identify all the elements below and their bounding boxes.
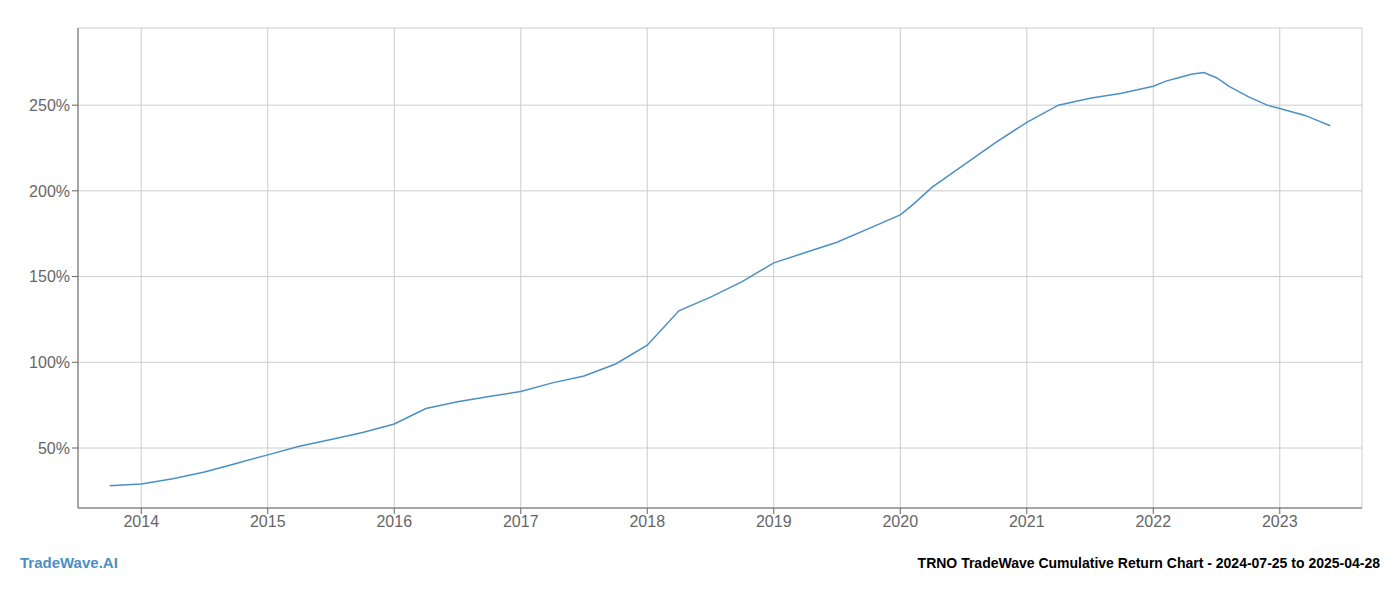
svg-text:2014: 2014 (123, 513, 159, 530)
svg-text:2022: 2022 (1135, 513, 1171, 530)
svg-text:150%: 150% (29, 268, 70, 285)
svg-text:2016: 2016 (376, 513, 412, 530)
svg-text:200%: 200% (29, 183, 70, 200)
svg-text:100%: 100% (29, 354, 70, 371)
svg-text:2020: 2020 (882, 513, 918, 530)
svg-text:2021: 2021 (1009, 513, 1045, 530)
svg-text:50%: 50% (38, 440, 70, 457)
svg-text:250%: 250% (29, 97, 70, 114)
svg-text:2019: 2019 (756, 513, 792, 530)
svg-text:2023: 2023 (1262, 513, 1298, 530)
html-text:TradeWave.AI: TradeWave.AI (20, 554, 118, 571)
svg-text:2018: 2018 (629, 513, 665, 530)
svg-text:2015: 2015 (250, 513, 286, 530)
html-text:TRNO TradeWave Cumulative Retu: TRNO TradeWave Cumulative Return Chart -… (917, 555, 1380, 571)
svg-text:2017: 2017 (503, 513, 539, 530)
